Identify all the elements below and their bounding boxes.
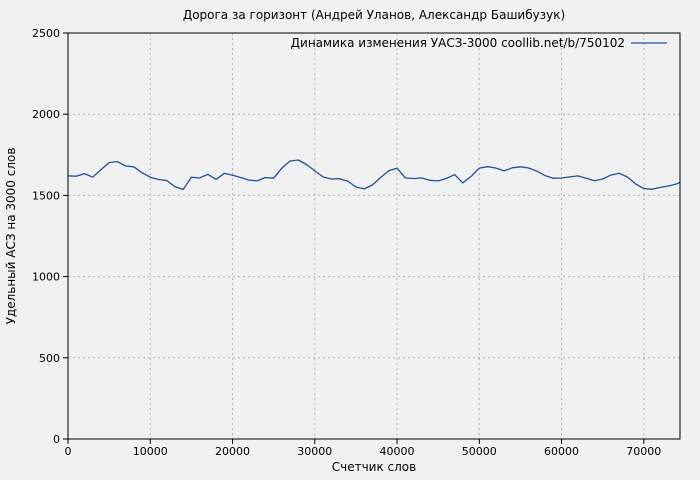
y-tick-label: 2500 xyxy=(32,27,60,40)
chart-title: Дорога за горизонт (Андрей Уланов, Алекс… xyxy=(183,8,565,22)
plot-border xyxy=(67,32,681,440)
x-tick-label: 0 xyxy=(65,445,72,458)
tick-marks xyxy=(63,32,645,444)
x-tick-label: 30000 xyxy=(297,445,332,458)
x-axis-label: Счетчик слов xyxy=(332,460,416,474)
tick-labels: 0 10000 20000 30000 40000 50000 60000 70000 0 500… xyxy=(32,27,661,458)
x-tick-label: 50000 xyxy=(462,445,497,458)
y-tick-label: 2000 xyxy=(32,108,60,121)
legend: Динамика изменения УАСЗ-3000 coollib.net… xyxy=(291,36,667,50)
y-tick-label: 0 xyxy=(53,433,60,446)
y-tick-label: 500 xyxy=(39,352,60,365)
data-line xyxy=(67,159,680,191)
legend-label: Динамика изменения УАСЗ-3000 coollib.net… xyxy=(291,36,625,50)
x-tick-label: 10000 xyxy=(133,445,168,458)
y-tick-label: 1000 xyxy=(32,271,60,284)
x-tick-label: 20000 xyxy=(215,445,250,458)
y-tick-label: 1500 xyxy=(32,189,60,202)
x-tick-label: 40000 xyxy=(380,445,415,458)
x-tick-label: 70000 xyxy=(626,445,661,458)
x-tick-label: 60000 xyxy=(544,445,579,458)
y-axis-label: Удельный АСЗ на 3000 слов xyxy=(4,148,18,325)
grid-lines xyxy=(68,33,680,439)
data-series xyxy=(67,159,680,191)
